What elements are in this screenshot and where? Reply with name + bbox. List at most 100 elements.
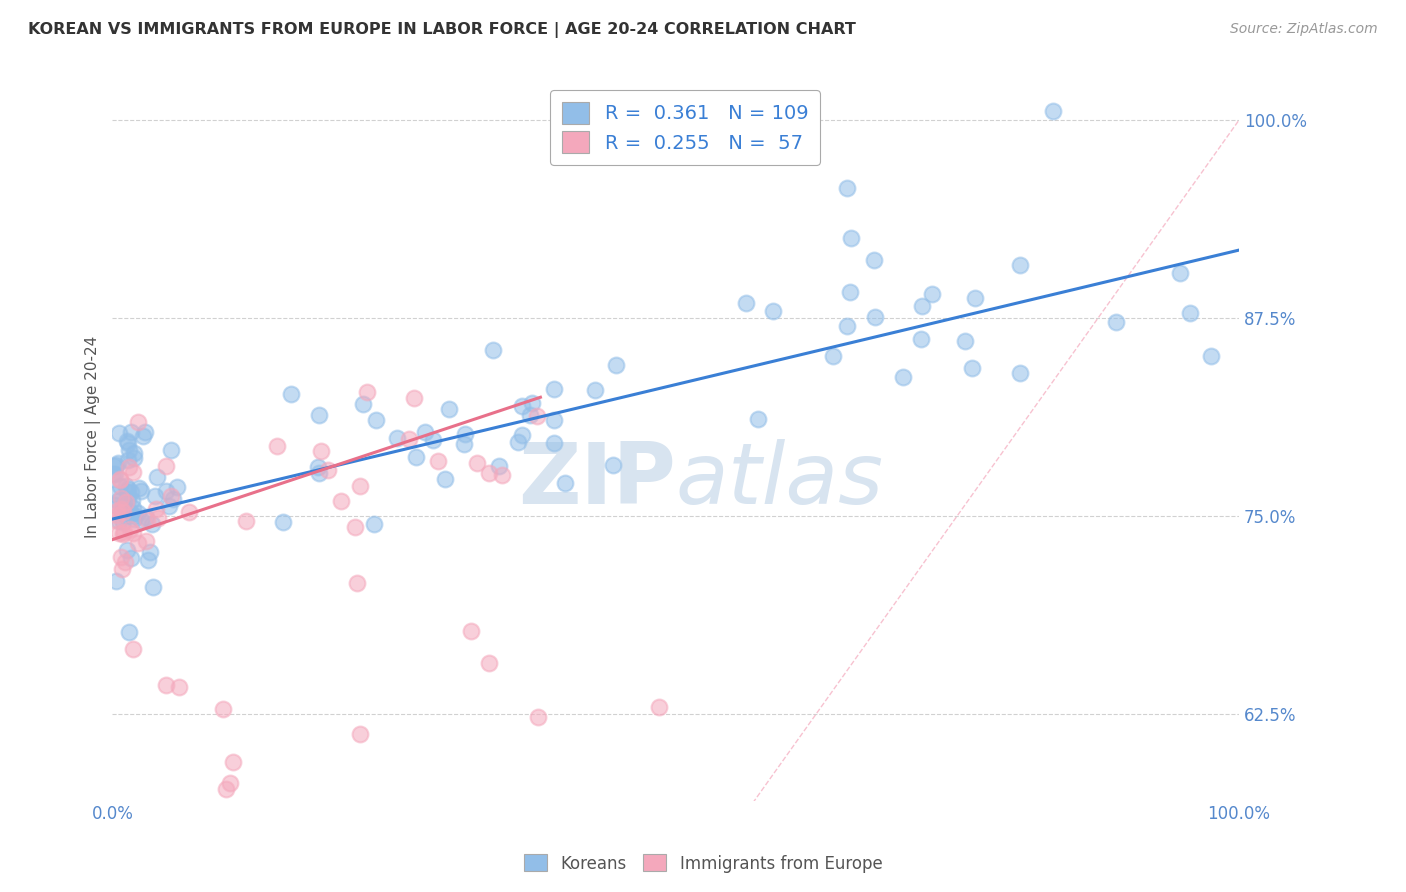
Point: [953, 334, 976, 349]
Point: [155, 678, 177, 692]
Point: [478, 656, 501, 670]
Point: [583, 383, 606, 397]
Point: [1168, 266, 1191, 280]
Point: [117, 503, 139, 517]
Point: [136, 513, 159, 527]
Point: [467, 456, 489, 470]
Point: [108, 425, 131, 440]
Point: [117, 453, 139, 467]
Point: [134, 425, 156, 439]
Point: [543, 413, 565, 427]
Point: [893, 369, 915, 384]
Point: [110, 491, 132, 505]
Text: Source: ZipAtlas.com: Source: ZipAtlas.com: [1230, 22, 1378, 37]
Point: [104, 498, 127, 512]
Point: [404, 391, 426, 405]
Point: [510, 399, 533, 413]
Point: [141, 517, 163, 532]
Text: ZIP: ZIP: [517, 439, 676, 522]
Point: [911, 299, 934, 313]
Point: [460, 624, 482, 639]
Point: [366, 413, 388, 427]
Point: [166, 480, 188, 494]
Legend: Koreans, Immigrants from Europe: Koreans, Immigrants from Europe: [517, 847, 889, 880]
Point: [280, 386, 302, 401]
Point: [762, 303, 785, 318]
Point: [127, 506, 149, 520]
Point: [543, 382, 565, 396]
Point: [1178, 306, 1201, 320]
Point: [127, 415, 149, 429]
Point: [114, 554, 136, 568]
Point: [103, 458, 125, 473]
Point: [128, 481, 150, 495]
Y-axis label: In Labor Force | Age 20-24: In Labor Force | Age 20-24: [86, 335, 101, 538]
Text: KOREAN VS IMMIGRANTS FROM EUROPE IN LABOR FORCE | AGE 20-24 CORRELATION CHART: KOREAN VS IMMIGRANTS FROM EUROPE IN LABO…: [28, 22, 856, 38]
Point: [554, 475, 576, 490]
Point: [519, 409, 541, 423]
Point: [107, 456, 129, 470]
Point: [1008, 367, 1031, 381]
Point: [105, 458, 128, 472]
Point: [839, 231, 862, 245]
Point: [316, 463, 339, 477]
Point: [427, 454, 450, 468]
Point: [177, 505, 200, 519]
Point: [346, 575, 368, 590]
Point: [117, 442, 139, 457]
Point: [118, 522, 141, 536]
Point: [117, 460, 139, 475]
Point: [1042, 104, 1064, 119]
Point: [105, 504, 128, 518]
Point: [117, 436, 139, 450]
Point: [115, 509, 138, 524]
Point: [136, 552, 159, 566]
Point: [120, 506, 142, 520]
Point: [122, 642, 145, 657]
Point: [105, 508, 128, 522]
Point: [117, 491, 139, 506]
Point: [821, 349, 844, 363]
Point: [422, 433, 444, 447]
Point: [307, 460, 329, 475]
Point: [120, 425, 142, 439]
Point: [838, 285, 860, 300]
Point: [910, 332, 932, 346]
Point: [124, 509, 146, 524]
Point: [115, 434, 138, 449]
Point: [527, 710, 550, 724]
Point: [343, 520, 366, 534]
Point: [101, 467, 124, 481]
Point: [104, 467, 127, 482]
Point: [107, 515, 129, 529]
Point: [835, 180, 858, 194]
Legend: R =  0.361   N = 109, R =  0.255   N =  57: R = 0.361 N = 109, R = 0.255 N = 57: [550, 90, 820, 165]
Point: [146, 470, 169, 484]
Point: [115, 495, 138, 509]
Point: [218, 775, 240, 789]
Point: [157, 499, 180, 513]
Point: [222, 755, 245, 769]
Point: [439, 402, 461, 417]
Point: [506, 434, 529, 449]
Point: [602, 458, 624, 473]
Point: [1105, 315, 1128, 329]
Point: [734, 296, 756, 310]
Point: [309, 443, 332, 458]
Point: [155, 484, 177, 499]
Point: [510, 428, 533, 442]
Point: [129, 483, 152, 498]
Point: [135, 533, 157, 548]
Point: [114, 500, 136, 514]
Point: [117, 482, 139, 496]
Point: [108, 525, 131, 540]
Point: [122, 446, 145, 460]
Point: [104, 513, 127, 527]
Point: [478, 466, 501, 480]
Point: [111, 562, 134, 576]
Point: [122, 500, 145, 515]
Point: [135, 509, 157, 524]
Point: [107, 494, 129, 508]
Point: [835, 318, 858, 333]
Point: [112, 527, 135, 541]
